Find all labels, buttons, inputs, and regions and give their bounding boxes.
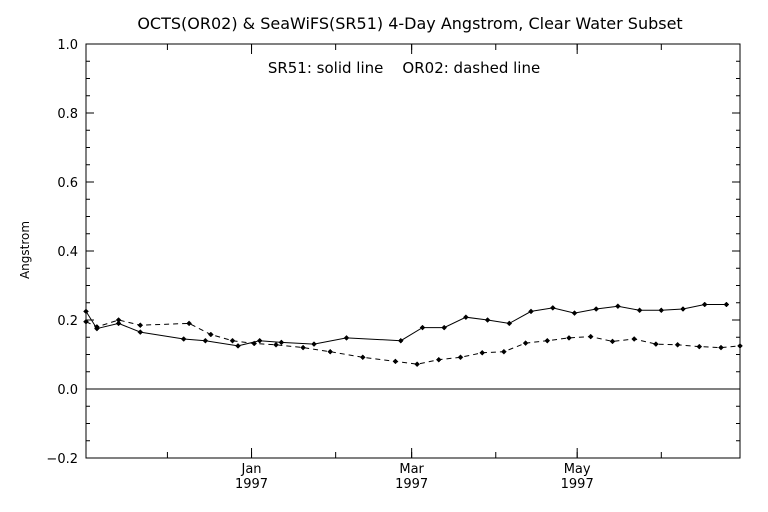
data-point-sr51 [397,337,404,344]
data-point-or02 [609,338,616,345]
data-point-or02 [229,337,236,344]
series-line-or02 [85,319,741,365]
y-tick-label: 0.2 [57,314,78,329]
data-point-sr51 [202,337,209,344]
data-point-sr51 [484,317,491,323]
data-point-or02 [435,356,442,363]
data-point-sr51 [506,320,513,327]
data-point-sr51 [441,324,448,331]
data-point-sr51 [680,306,686,312]
data-point-sr51 [636,307,643,314]
x-tick-label-year: 1997 [235,477,268,492]
y-tick-label: 0.8 [57,107,78,122]
data-point-or02 [300,344,306,351]
data-point-sr51 [278,339,285,346]
y-tick-label: −0.2 [46,452,78,467]
data-point-or02 [501,348,507,355]
chart-title: OCTS(OR02) & SeaWiFS(SR51) 4-Day Angstro… [137,14,682,33]
data-point-or02 [251,340,258,347]
data-point-or02 [186,320,192,327]
data-point-sr51 [83,308,89,315]
y-tick-label: 0.6 [57,176,78,191]
data-point-or02 [327,348,334,355]
series-layer [83,301,743,368]
data-point-or02 [83,318,89,325]
data-point-sr51 [137,329,144,335]
data-point-or02 [674,341,681,348]
data-point-sr51 [419,324,426,331]
data-point-sr51 [256,337,263,344]
data-point-sr51 [180,336,187,342]
data-point-sr51 [571,310,578,316]
data-point-sr51 [235,343,241,349]
data-point-or02 [414,361,420,368]
data-point-sr51 [723,301,730,308]
data-point-or02 [359,354,366,361]
y-tick-label: 0.0 [57,383,78,398]
y-tick-label: 1.0 [57,38,78,53]
data-point-or02 [544,337,551,344]
x-tick-label-year: 1997 [395,477,428,492]
data-point-or02 [115,317,122,323]
x-tick-label-month: Jan [241,462,262,477]
data-point-sr51 [549,305,556,311]
y-axis-label: Angstrom [18,221,32,279]
data-point-or02 [696,343,703,350]
y-axis: −0.2 0.0 0.2 0.4 0.6 0.8 1.0 [46,38,740,467]
data-point-or02 [479,349,486,356]
data-point-or02 [94,324,100,330]
data-point-or02 [566,335,572,341]
data-point-or02 [392,358,399,365]
data-point-or02 [653,341,659,347]
data-point-or02 [718,344,724,351]
data-point-sr51 [701,301,708,308]
data-point-or02 [273,341,279,348]
legend-note: SR51: solid line OR02: dashed line [268,59,540,77]
data-point-sr51 [343,335,350,341]
data-point-or02 [457,354,464,361]
data-point-sr51 [463,314,469,321]
y-tick-label: 0.4 [57,245,78,260]
x-tick-label-month: Mar [399,462,424,477]
data-point-sr51 [115,320,122,327]
data-point-sr51 [658,307,665,314]
data-point-sr51 [528,308,534,315]
plot-frame [85,43,741,459]
data-point-sr51 [593,306,600,312]
data-point-or02 [587,333,594,340]
data-point-sr51 [615,303,621,310]
x-tick-label-year: 1997 [561,477,594,492]
data-point-sr51 [311,341,317,347]
data-point-or02 [207,331,214,338]
data-point-or02 [522,340,529,346]
data-point-or02 [137,322,144,329]
data-point-or02 [631,336,638,342]
data-point-or02 [737,343,743,349]
x-tick-label-month: May [564,462,591,477]
